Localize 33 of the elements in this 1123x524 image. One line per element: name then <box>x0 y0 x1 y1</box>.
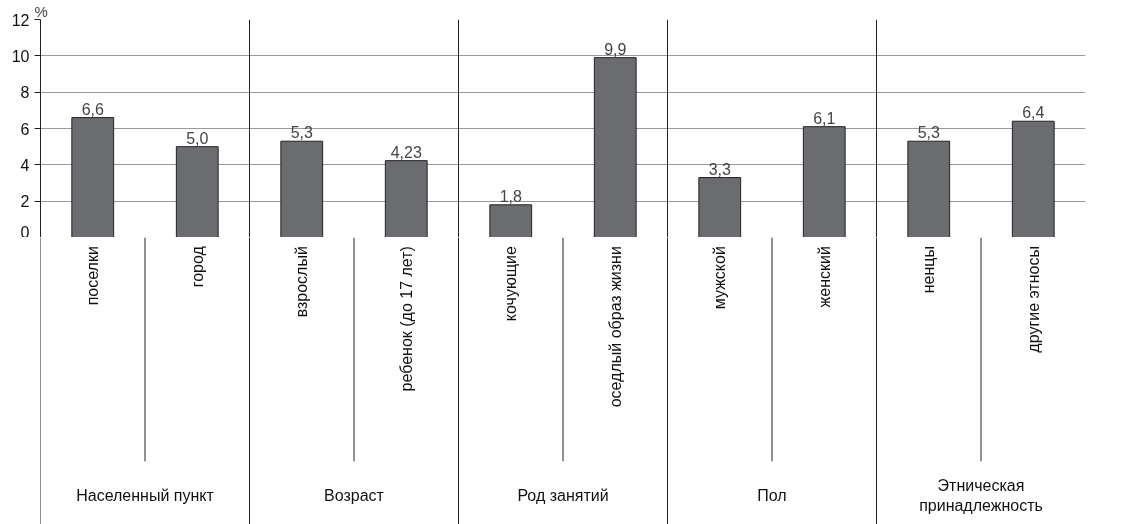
y-axis-title: % <box>34 2 48 20</box>
y-tick-label: 4 <box>20 156 30 174</box>
x-tick-label: город <box>188 245 206 288</box>
x-tick-label: ребенок (до 17 лет) <box>397 246 415 392</box>
data-label: 6,4 <box>1022 104 1045 122</box>
data-label: 6,6 <box>81 100 104 118</box>
text: Населенный пункт <box>76 487 215 505</box>
data-label: 4,23 <box>390 143 422 161</box>
data-label: 5,0 <box>186 129 209 147</box>
data-label: 6,1 <box>813 109 836 127</box>
x-tick-label: поселки <box>84 246 102 306</box>
data-label: 1,8 <box>499 187 522 205</box>
x-tick-label: мужской <box>711 246 729 310</box>
x-tick-label: взрослый <box>293 246 311 318</box>
y-tick-label: 12 <box>11 11 30 29</box>
y-tick-label: 0 <box>20 223 30 241</box>
text: Пол <box>757 487 787 505</box>
y-tick-label: 8 <box>20 84 30 102</box>
x-tick-label: женский <box>815 246 833 308</box>
x-tick-label: оседлый образ жизни <box>606 246 624 408</box>
y-tick-label: 10 <box>11 47 30 65</box>
x-tick-label: другие этносы <box>1024 246 1042 353</box>
y-tick-label: 6 <box>20 120 30 138</box>
y-tick-label: 2 <box>20 193 30 211</box>
text: Этническая принадлежность <box>919 477 1043 515</box>
data-label: 5,3 <box>290 124 313 142</box>
x-tick-label: кочующие <box>502 246 520 322</box>
text: Род занятий <box>517 487 609 505</box>
data-label: 5,3 <box>917 124 940 142</box>
x-tick-label: ненцы <box>920 246 938 294</box>
text: Возраст <box>324 487 385 505</box>
data-label: 9,9 <box>604 40 627 58</box>
data-label: 3,3 <box>708 160 731 178</box>
